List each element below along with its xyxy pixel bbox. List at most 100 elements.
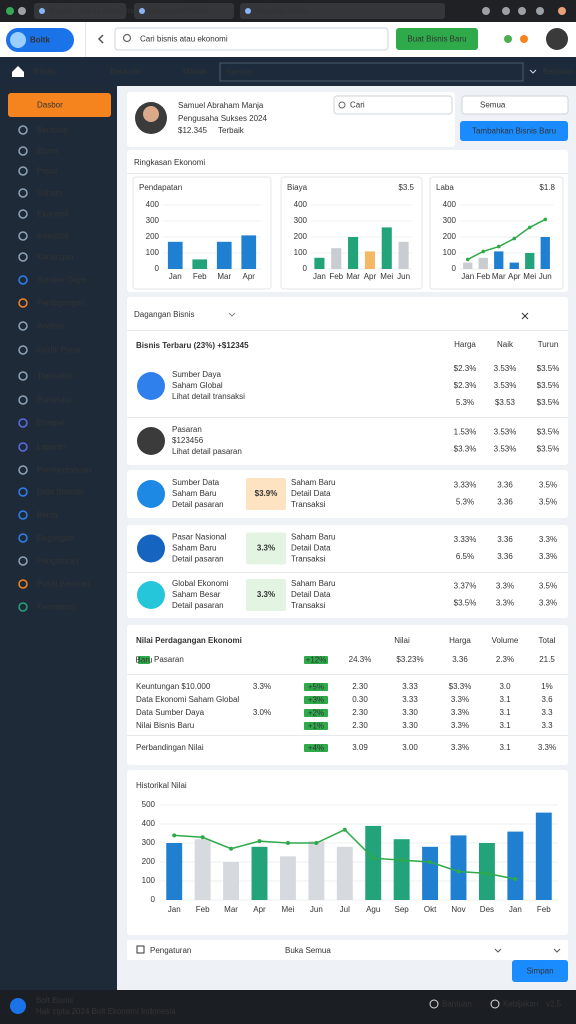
sidebar-item[interactable]: Bisnis xyxy=(37,147,58,156)
row-value: 3.33% xyxy=(454,481,477,490)
sidebar-item[interactable]: Transaksi xyxy=(37,372,72,381)
bar xyxy=(216,241,232,269)
row-tag: Saham Besar xyxy=(172,590,221,599)
table-cell: 3.1 xyxy=(499,743,511,752)
row-tag: Saham Baru xyxy=(172,544,216,553)
profile-meta: Pengusaha Sukses 2024 xyxy=(178,114,268,123)
bottom-link[interactable]: v2.5 xyxy=(546,1000,562,1009)
sidebar-item[interactable]: Keamanan xyxy=(37,603,76,612)
row-value: 5.3% xyxy=(456,398,474,407)
sidebar-item[interactable]: Berita xyxy=(37,511,58,520)
add-button[interactable] xyxy=(460,121,568,141)
home-icon[interactable] xyxy=(12,66,24,77)
sidebar-item[interactable]: Keuangan xyxy=(37,253,73,262)
filter-select[interactable] xyxy=(461,95,569,115)
table-cell: 3.1 xyxy=(499,721,511,730)
nav-item[interactable]: Masuk xyxy=(183,67,208,76)
bar xyxy=(393,839,410,900)
sidebar-item[interactable]: Pusat Bantuan xyxy=(37,580,89,589)
sidebar-active[interactable] xyxy=(8,93,111,117)
bar xyxy=(336,846,353,900)
row-sub: Detail pasaran xyxy=(172,555,224,564)
row-tag-label: Baru xyxy=(136,656,153,665)
row-avatar xyxy=(137,480,165,508)
save-button-label[interactable]: Simpan xyxy=(526,967,553,976)
tab-title: Dagangan Bisnis xyxy=(149,7,209,16)
table-cell: 0.30 xyxy=(352,695,368,704)
browser-tab[interactable] xyxy=(134,3,234,19)
table-pill xyxy=(304,722,328,730)
sidebar-icon xyxy=(18,252,28,262)
row-value: 3.3% xyxy=(496,599,514,608)
sidebar-item[interactable]: Saham xyxy=(37,189,63,198)
sidebar-item[interactable]: Laporan xyxy=(37,443,66,452)
x-tick-label: Apr xyxy=(243,272,256,281)
profile-search[interactable] xyxy=(333,95,453,115)
widget-title: Biaya xyxy=(287,183,308,192)
sidebar-active-label[interactable]: Dasbor xyxy=(37,101,63,110)
table-pill-label: +1% xyxy=(308,722,324,731)
table-cell: 21.5 xyxy=(539,655,555,664)
row-value: 6.5% xyxy=(456,552,474,561)
row-value: $2.3% xyxy=(454,364,477,373)
sidebar-icon xyxy=(18,418,28,428)
row-value: 3.5% xyxy=(539,481,557,490)
sidebar-icon xyxy=(18,125,28,135)
sidebar-item[interactable]: Investasi xyxy=(37,232,69,241)
sidebar-icon xyxy=(18,556,28,566)
browser-tab[interactable] xyxy=(240,3,445,19)
sidebar-item[interactable]: Pemberitahuan xyxy=(37,466,91,475)
footer-center[interactable]: Buka Semua xyxy=(285,946,331,955)
row-sub: Detail pasaran xyxy=(172,601,224,610)
sidebar-item[interactable]: Ekonomi xyxy=(37,210,68,219)
x-tick-label: Mei xyxy=(281,905,294,914)
bottom-link[interactable]: Bantuan xyxy=(442,1000,472,1009)
primary-button[interactable] xyxy=(396,28,478,50)
sidebar-item[interactable]: Pengaturan xyxy=(37,557,78,566)
x-tick-label: Jun xyxy=(310,905,323,914)
x-tick-label: Jan xyxy=(313,272,326,281)
sidebar-item[interactable]: Perdagangan xyxy=(37,299,85,308)
footer-chevron[interactable] xyxy=(553,948,561,953)
footer-left[interactable]: Pengaturan xyxy=(150,946,191,955)
trend-point xyxy=(456,869,461,874)
nav-home[interactable]: Bisnis xyxy=(34,67,55,76)
table-row-name: Nilai Bisnis Baru xyxy=(136,721,194,730)
sidebar-item[interactable]: Dompet xyxy=(37,419,66,428)
sidebar-item[interactable]: Grafik Pasar xyxy=(37,346,82,355)
row-name: Pasaran xyxy=(172,425,202,434)
nav-help[interactable]: Bantuan xyxy=(543,67,573,76)
close-button[interactable] xyxy=(521,312,529,320)
nav-item[interactable]: Beranda xyxy=(110,67,141,76)
y-tick-label: 200 xyxy=(443,232,457,241)
sidebar-item[interactable]: Portofolio xyxy=(37,396,71,405)
sidebar-item[interactable]: Analisis xyxy=(37,322,65,331)
sidebar-icon xyxy=(18,442,28,452)
search-box[interactable] xyxy=(114,27,389,51)
sidebar-item[interactable]: Dagangan xyxy=(37,534,74,543)
row-value: $3.5% xyxy=(537,364,560,373)
sidebar-item[interactable]: Pasar xyxy=(37,167,58,176)
primary-button-label[interactable]: Buat Bisnis Baru xyxy=(407,35,466,44)
table-pill xyxy=(304,709,328,717)
back-button[interactable] xyxy=(97,34,104,44)
bar xyxy=(509,262,519,269)
table-pill-label: +4% xyxy=(308,744,324,753)
sidebar-item[interactable]: Sumber Daya xyxy=(37,276,86,285)
nav-select[interactable] xyxy=(219,62,524,82)
browser-tab[interactable] xyxy=(34,3,126,19)
x-tick-label: Des xyxy=(480,905,494,914)
add-button-label[interactable]: Tambahkan Bisnis Baru xyxy=(472,127,556,136)
sidebar-item[interactable]: Beranda xyxy=(37,126,68,135)
bar xyxy=(166,843,183,900)
bottom-link[interactable]: Kebijakan xyxy=(503,1000,538,1009)
row-tag: $123456 xyxy=(172,436,204,445)
save-button[interactable] xyxy=(512,960,568,982)
sidebar-item[interactable]: Data Statistik xyxy=(37,488,85,497)
bar xyxy=(348,237,359,269)
trend-point xyxy=(172,833,177,838)
header-divider xyxy=(85,22,86,57)
table-cell: 3.3% xyxy=(451,695,469,704)
y-tick-label: 0 xyxy=(151,895,156,904)
footer-chevron[interactable] xyxy=(494,948,502,953)
